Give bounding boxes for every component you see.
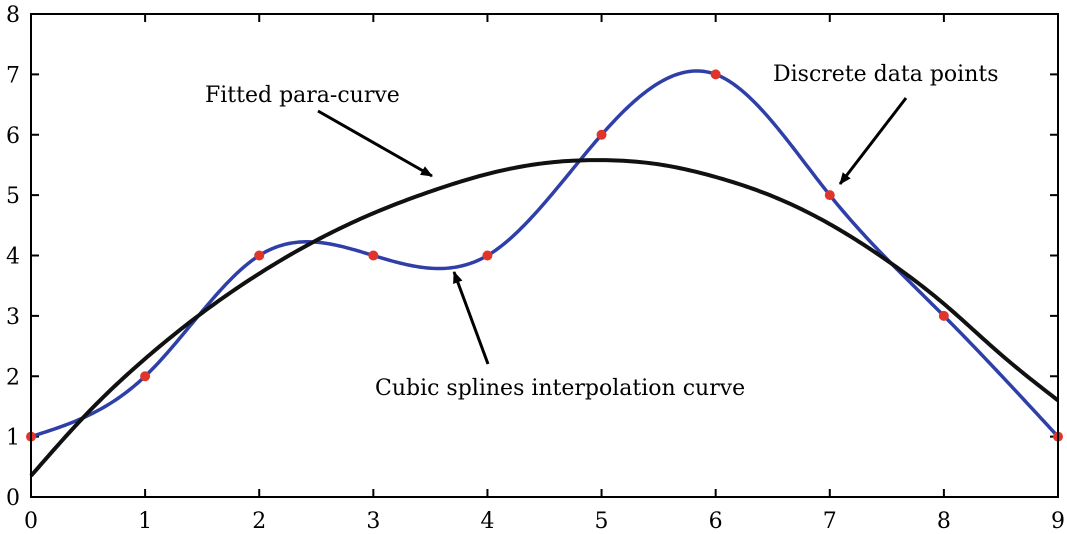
annotations: Fitted para-curve Discrete data points C… [205, 62, 999, 401]
annotation-arrow-spline [452, 271, 490, 365]
y-tick-label: 0 [6, 486, 20, 511]
y-tick-label: 3 [6, 305, 20, 330]
y-tick-label: 1 [6, 426, 20, 451]
x-tick-label: 3 [366, 509, 380, 534]
x-tick-label: 4 [480, 509, 494, 534]
fitted-parabola-curve [29, 158, 1060, 478]
plot-frame [30, 13, 1059, 498]
data-point [482, 250, 493, 261]
plot-curves [29, 69, 1060, 478]
x-tick-label: 2 [252, 509, 266, 534]
x-axis-ticks: 0 1 2 3 4 5 6 7 8 9 [24, 14, 1065, 534]
annotation-fitted-para-curve: Fitted para-curve [205, 83, 400, 108]
x-tick-label: 8 [937, 509, 951, 534]
data-point [596, 129, 607, 140]
x-tick-label: 7 [823, 509, 837, 534]
x-tick-label: 6 [709, 509, 723, 534]
x-tick-label: 9 [1051, 509, 1065, 534]
annotation-arrow-data [838, 97, 908, 185]
annotation-arrow-para [317, 109, 433, 178]
y-tick-label: 8 [6, 3, 20, 28]
y-tick-label: 2 [6, 365, 20, 390]
data-point [824, 190, 835, 201]
y-tick-label: 6 [6, 124, 20, 149]
y-tick-label: 5 [6, 184, 20, 209]
data-point [368, 250, 379, 261]
annotation-cubic-splines-curve: Cubic splines interpolation curve [375, 376, 745, 401]
x-tick-label: 1 [138, 509, 152, 534]
data-point [938, 310, 949, 321]
data-point [140, 371, 151, 382]
y-tick-label: 7 [6, 63, 20, 88]
y-tick-label: 4 [6, 245, 20, 270]
annotation-discrete-data-points: Discrete data points [773, 62, 999, 87]
x-tick-label: 0 [24, 509, 38, 534]
x-tick-label: 5 [595, 509, 609, 534]
plot-points [26, 69, 1063, 442]
data-point [254, 250, 265, 261]
data-point [710, 69, 721, 80]
